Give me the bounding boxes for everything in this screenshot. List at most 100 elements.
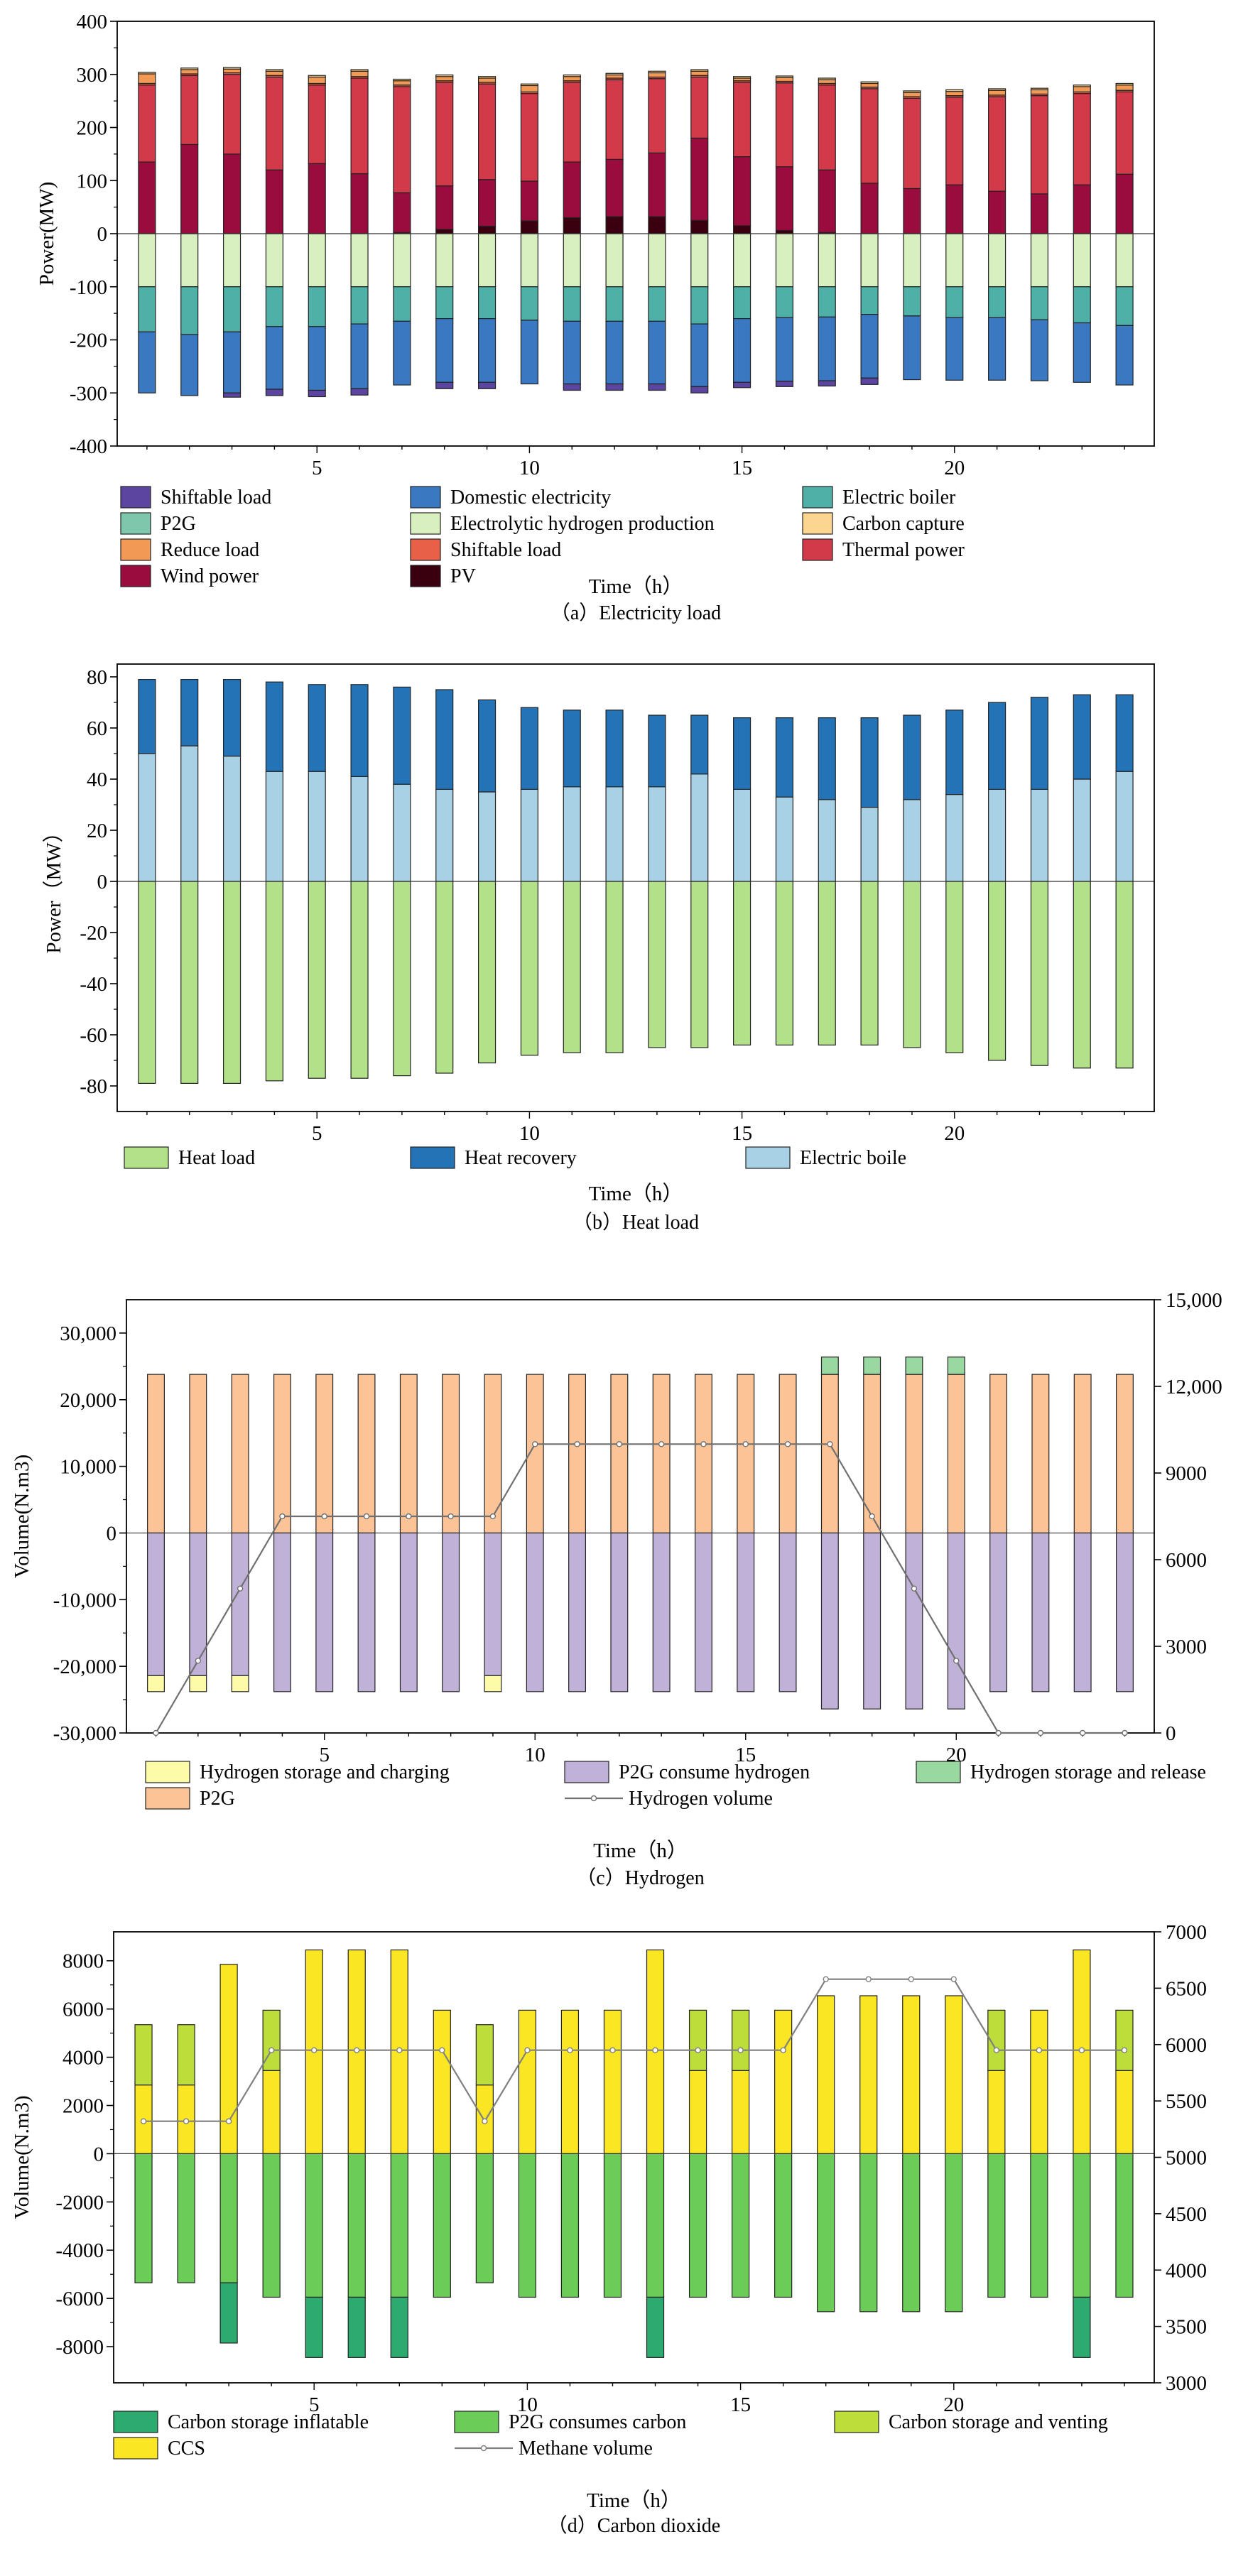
legend-swatch xyxy=(745,1146,791,1169)
x-tick-label: 10 xyxy=(517,2393,538,2416)
bar-shiftable-load xyxy=(818,380,836,387)
y-axis-label: Power（MW） xyxy=(43,822,65,953)
bar-heat-load xyxy=(265,881,283,1082)
line-methane-volume xyxy=(143,1978,1124,2123)
bar-carbon-capture xyxy=(648,70,666,74)
bar-electric-boile xyxy=(478,791,497,882)
bar-carbon-capture xyxy=(222,67,242,70)
legend: Hydrogen storage and charging P2G consume… xyxy=(145,1761,1206,1810)
bar-shiftable-load xyxy=(605,383,624,391)
bar-wind-power xyxy=(393,192,411,234)
bar-thermal-power xyxy=(435,82,454,187)
line-point xyxy=(700,1441,707,1447)
bar-domestic-electricity xyxy=(393,320,411,386)
bar-domestic-electricity xyxy=(690,323,709,387)
bar-carbon-capture xyxy=(1115,82,1134,86)
bar-heat-recovery xyxy=(648,714,666,788)
bar-pv xyxy=(775,229,793,234)
bar-reduce-load xyxy=(138,73,156,85)
bar-p2g-consume-hydrogen xyxy=(273,1532,291,1692)
bar-p2g-consume-hydrogen xyxy=(989,1532,1008,1692)
bar-p2g-consume-hydrogen xyxy=(399,1532,418,1692)
legend-label: Electric boiler xyxy=(842,487,956,509)
bar-carbon-capture xyxy=(903,90,921,93)
y-tick-label: -300 xyxy=(70,382,107,405)
bar-reduce-load xyxy=(605,74,624,79)
bar-heat-load xyxy=(775,881,793,1045)
bar-reduce-load xyxy=(393,80,411,86)
bar-heat-load xyxy=(1073,881,1091,1069)
legend-label: Electrolytic hydrogen production xyxy=(450,513,715,535)
bar-thermal-power xyxy=(1030,95,1049,195)
y-axis: -30,000 -20,000 -10,000 0 10,000 20,000 30,000 xyxy=(53,1322,126,1745)
legend-label: Shiftable load xyxy=(450,539,561,561)
bar-hydrogen-storage-and-charging xyxy=(189,1675,207,1692)
panel-electricity-load: -400 -300 -200 -100 0 100 200 300 400 5 10 15 20 Powe… xyxy=(0,0,1248,639)
bar-electrolytic-hydrogen-production xyxy=(988,233,1006,288)
bars-group xyxy=(147,1357,1134,1710)
bar-heat-recovery xyxy=(1115,694,1134,772)
bar-electric-boile xyxy=(1115,771,1134,882)
bar-p2g-consumes-carbon xyxy=(433,2153,451,2298)
bar-p2g-consume-hydrogen xyxy=(694,1532,712,1692)
bar-p2g-consumes-carbon xyxy=(603,2153,622,2298)
line-point xyxy=(616,1441,623,1447)
bar-carbon-capture xyxy=(478,76,497,79)
line-point xyxy=(993,2047,1000,2053)
bar-electrolytic-hydrogen-production xyxy=(1030,233,1049,288)
bar-wind-power xyxy=(138,161,156,234)
bar-electrolytic-hydrogen-production xyxy=(605,233,624,288)
chart-electricity-load: -400 -300 -200 -100 0 100 200 300 400 5 10 15 20 Powe… xyxy=(36,11,1155,624)
bar-carbon-capture xyxy=(860,81,879,85)
y2-tick-label: 9000 xyxy=(1166,1462,1207,1485)
line-point xyxy=(195,1658,202,1664)
bar-heat-load xyxy=(860,881,879,1045)
y2-tick-label: 3500 xyxy=(1166,2316,1207,2339)
x-tick-label: 5 xyxy=(319,1744,330,1766)
bar-pv xyxy=(435,229,454,234)
bar-electric-boiler xyxy=(393,286,411,322)
bar-thermal-power xyxy=(903,97,921,190)
bar-reduce-load xyxy=(945,91,964,97)
bar-reduce-load xyxy=(903,92,921,97)
bar-heat-load xyxy=(903,881,921,1048)
bar-p2g-consumes-carbon xyxy=(817,2153,835,2313)
panel-hydrogen: -30,000 -20,000 -10,000 0 10,000 20,000 30,000… xyxy=(0,1250,1248,1911)
bar-electric-boiler xyxy=(180,286,199,335)
y-tick-label: 30,000 xyxy=(60,1322,116,1345)
bar-heat-load xyxy=(563,881,581,1053)
bar-hydrogen-storage-and-release xyxy=(947,1357,965,1375)
bar-carbon-capture xyxy=(775,75,793,78)
line-point xyxy=(695,2047,701,2053)
bar-thermal-power xyxy=(1073,93,1091,185)
bar-ccs xyxy=(219,1964,238,2154)
line-point xyxy=(865,1976,872,1982)
bar-wind-power xyxy=(945,184,964,234)
bar-p2g-consumes-carbon xyxy=(1030,2153,1048,2298)
bar-carbon-capture xyxy=(350,69,369,72)
bar-domestic-electricity xyxy=(818,316,836,381)
bar-carbon-capture xyxy=(1073,85,1091,87)
bar-p2g xyxy=(273,1374,291,1534)
x-tick-label: 10 xyxy=(525,1744,546,1766)
bar-electric-boiler xyxy=(1115,286,1134,326)
legend-label: Electric boile xyxy=(800,1147,906,1169)
line-point xyxy=(354,2047,360,2053)
bar-carbon-capture xyxy=(308,75,326,78)
bar-electric-boiler xyxy=(563,286,581,322)
bar-p2g-consumes-carbon xyxy=(902,2153,921,2313)
legend-label: Heat load xyxy=(178,1147,255,1169)
bar-electric-boiler xyxy=(775,286,793,318)
bar-ccs xyxy=(688,2070,707,2155)
bar-domestic-electricity xyxy=(648,320,666,385)
y-tick-label: 400 xyxy=(77,11,108,33)
bar-ccs xyxy=(1030,2009,1048,2155)
bar-heat-recovery xyxy=(520,707,538,790)
bar-ccs xyxy=(560,2009,580,2155)
bar-electric-boiler xyxy=(350,286,369,325)
bar-electric-boile xyxy=(350,776,369,882)
bar-electric-boiler xyxy=(1030,286,1049,320)
y-tick-label: 0 xyxy=(107,1522,117,1545)
bar-reduce-load xyxy=(265,70,283,76)
bar-p2g xyxy=(357,1374,376,1534)
